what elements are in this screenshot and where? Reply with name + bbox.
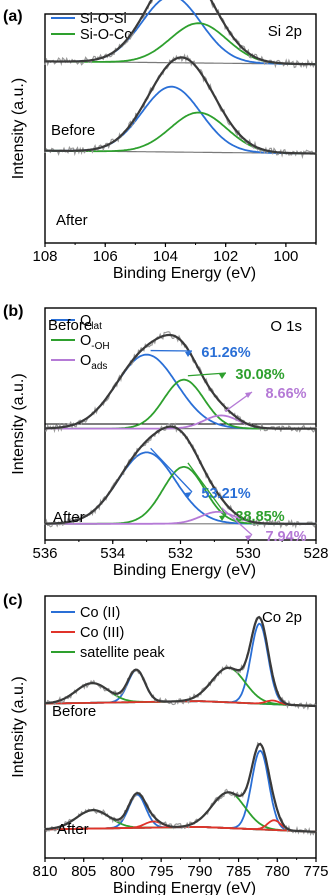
legend-entry: Co (II) [80, 605, 120, 621]
x-tick-label: 795 [149, 863, 174, 880]
envelope-line [45, 0, 316, 66]
x-tick-label: 536 [32, 545, 57, 562]
x-tick-label: 780 [265, 863, 290, 880]
legend-entry: Oads [80, 353, 107, 372]
pct-arrow [150, 447, 193, 493]
x-tick-label: 775 [303, 863, 328, 880]
corner-label: Si 2p [268, 23, 302, 40]
stack-before: Before 61.26% 30.08% 8.66% [44, 317, 317, 434]
raw-data-line [44, 0, 317, 70]
pct-arrow [187, 372, 227, 377]
stack-label: Before [52, 703, 96, 720]
stack-label: Before [48, 317, 92, 334]
x-tick-label: 532 [168, 545, 193, 562]
x-tick-label: 785 [226, 863, 251, 880]
pct-arrowhead [219, 515, 226, 521]
panel-label: (b) [3, 303, 23, 320]
y-axis-label: Intensity (a.u.) [10, 373, 27, 474]
pct-label: 8.66% [265, 386, 306, 402]
stack-label: After [57, 821, 89, 838]
envelope-line [44, 333, 316, 430]
envelope-line [45, 56, 316, 155]
pct-arrowhead [185, 492, 192, 498]
legend-entry: satellite peak [80, 645, 165, 661]
panel-2: 536 534 532 530 528 Binding Energy (eV) Intens… [3, 303, 329, 579]
stack-before: Before [44, 615, 317, 720]
pct-arrowhead [185, 351, 192, 357]
panel-label: (c) [3, 592, 23, 609]
pct-arrowhead [245, 392, 252, 398]
envelope-line [44, 615, 316, 708]
stack-after: After [44, 741, 317, 838]
y-axis-label: Intensity (a.u.) [10, 78, 27, 179]
pct-label: 53.21% [201, 486, 250, 502]
pct-arrowhead [219, 373, 226, 379]
pct-label: 38.85% [235, 509, 284, 525]
stack-after: After 53.21% 38.85% 7.94% [44, 422, 317, 545]
y-axis-label: Intensity (a.u.) [10, 676, 27, 777]
x-tick-label: 790 [187, 863, 212, 880]
x-tick-label: 102 [213, 248, 238, 265]
x-axis-label: Binding Energy (eV) [113, 562, 256, 579]
envelope-line [45, 425, 316, 525]
legend-entry: Co (III) [80, 625, 124, 641]
x-tick-label: 530 [236, 545, 261, 562]
stack-label: Before [51, 122, 95, 139]
plot-frame [44, 13, 317, 244]
pct-label: 7.94% [265, 529, 306, 545]
envelope-line [44, 742, 317, 833]
pct-arrow [187, 462, 227, 516]
corner-label: O 1s [270, 318, 302, 335]
x-tick-label: 528 [303, 545, 328, 562]
corner-label: Co 2p [262, 609, 302, 626]
panel-1: 108 106 104 102 100 Binding Energy (eV) Intens… [3, 0, 317, 282]
legend-entry: O-OH [80, 333, 110, 352]
x-tick-label: 108 [32, 248, 57, 265]
x-tick-label: 104 [153, 248, 178, 265]
x-tick-label: 800 [110, 863, 135, 880]
x-tick-label: 106 [93, 248, 118, 265]
legend-entry: Si-O-Si [80, 11, 127, 27]
stack-before: Before [44, 0, 317, 139]
pct-label: 30.08% [235, 367, 284, 383]
stack-after: After [44, 53, 317, 229]
stack-label: After [53, 509, 85, 526]
x-axis-label: Binding Energy (eV) [113, 265, 256, 282]
pct-arrowhead [245, 535, 252, 541]
panel-label: (a) [3, 8, 23, 25]
x-tick-label: 810 [32, 863, 57, 880]
stack-label: After [56, 212, 88, 229]
x-tick-label: 100 [273, 248, 298, 265]
raw-data-line [44, 53, 317, 160]
x-tick-label: 534 [100, 545, 125, 562]
pct-label: 61.26% [201, 345, 250, 361]
x-tick-label: 805 [71, 863, 96, 880]
legend-entry: Si-O-Co [80, 27, 132, 43]
x-axis-label: Binding Energy (eV) [113, 880, 256, 895]
pct-arrow [221, 507, 253, 536]
panel-3: 810 805 800 795 790 785 780 775 Binding Energy (… [3, 592, 329, 895]
